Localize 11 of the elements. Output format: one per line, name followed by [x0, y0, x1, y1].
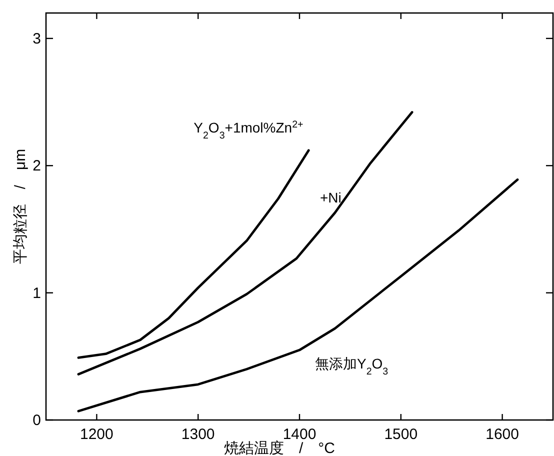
- x-tick-label: 1600: [486, 426, 519, 443]
- x-tick-label: 1400: [282, 426, 316, 443]
- x-tick-label: 1300: [181, 426, 215, 443]
- y-tick-label: 2: [32, 158, 41, 175]
- y-axis-title: 平均粒径 / μm: [12, 148, 29, 264]
- y-tick-label: 0: [32, 412, 41, 429]
- x-tick-label: 1500: [384, 426, 418, 443]
- x-tick-label: 1200: [80, 426, 114, 443]
- y-tick-label: 1: [32, 284, 41, 302]
- x-axis-title: 焼結温度 / °C: [224, 440, 336, 456]
- y-tick-label: 3: [32, 30, 41, 48]
